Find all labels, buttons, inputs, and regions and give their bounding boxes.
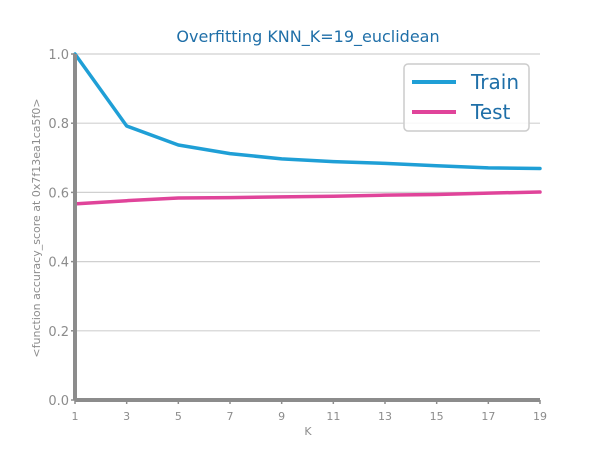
x-tick-label: 11 [326,410,340,423]
y-tick-label: 0.0 [48,394,69,409]
y-tick-label: 0.6 [48,186,69,201]
series-lines [73,52,542,206]
x-tick-label: 15 [430,410,444,423]
y-ticks: 0.0 0.2 0.4 0.6 0.8 1.0 [48,48,75,409]
series-line-train [73,52,542,171]
y-axis-label: <function accuracy_score at 0x7f13ea1ca5… [30,98,43,357]
legend-label-train: Train [470,70,519,94]
x-tick-label: 13 [378,410,392,423]
y-tick-label: 0.4 [48,256,69,271]
x-tick-label: 19 [533,410,547,423]
axes [73,54,540,402]
series-line-test [73,190,542,206]
y-tick-label: 1.0 [48,48,69,63]
x-axis-label: K [304,425,312,438]
legend-label-test: Test [470,100,511,124]
y-tick-label: 0.8 [48,117,69,132]
x-ticks: 1 3 5 7 9 11 13 15 17 19 [72,400,547,423]
legend: Train Test [403,63,530,132]
x-tick-label: 1 [72,410,79,423]
x-tick-label: 5 [175,410,182,423]
x-tick-label: 17 [481,410,495,423]
chart-title: Overfitting KNN_K=19_euclidean [176,27,439,47]
x-tick-label: 9 [278,410,285,423]
x-tick-label: 7 [227,410,234,423]
x-tick-label: 3 [123,410,130,423]
y-tick-label: 0.2 [48,325,69,340]
